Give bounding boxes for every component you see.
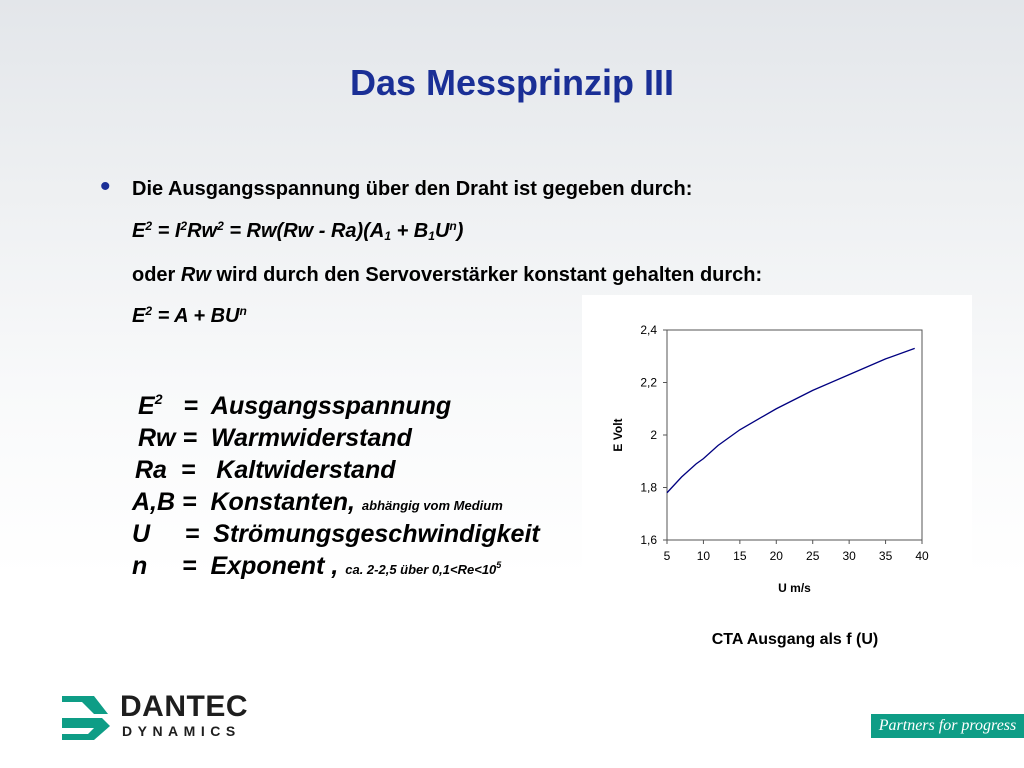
x-tick-label: 35 bbox=[879, 549, 893, 563]
x-tick-label: 25 bbox=[806, 549, 820, 563]
y-tick-label: 2 bbox=[650, 428, 657, 442]
definition-u: U = Strömungsgeschwindigkeit bbox=[132, 520, 540, 548]
y-tick-label: 2,4 bbox=[640, 323, 657, 337]
formula-full: E2 = I2Rw2 = Rw(Rw - Ra)(A1 + B1Un) bbox=[132, 219, 464, 243]
chart-caption: CTA Ausgang als f (U) bbox=[711, 631, 879, 648]
tagline-text: Partners for progress bbox=[878, 717, 1017, 734]
y-axis-label: E Volt bbox=[611, 418, 625, 451]
y-tick-label: 1,8 bbox=[640, 481, 657, 495]
x-tick-label: 10 bbox=[697, 549, 711, 563]
bullet-line-intro: Die Ausgangsspannung über den Draht ist … bbox=[132, 178, 693, 200]
chart-panel: 1,6 1,8 2 2,2 2,4 5 10 15 20 25 30 35 40 U m/s E Volt bbox=[582, 295, 972, 613]
definitions-list: E2 = Ausgangsspannung Rw = Warmwiderstan… bbox=[130, 392, 582, 592]
definition-ra: Ra = Kaltwiderstand bbox=[135, 456, 396, 484]
plot-area-frame bbox=[666, 329, 923, 541]
logo-wordmark-dantec: DANTEC bbox=[120, 690, 248, 723]
x-tick-label: 40 bbox=[915, 549, 929, 563]
definition-ab: A,B = Konstanten, abhängig vom Medium bbox=[132, 488, 503, 516]
definition-n: n = Exponent , ca. 2-2,5 über 0,1<Re<105 bbox=[132, 552, 502, 580]
bullet-icon: • bbox=[100, 170, 111, 203]
slide-title: Das Messprinzip III bbox=[349, 62, 675, 103]
x-axis-label: U m/s bbox=[778, 581, 811, 595]
x-tick-label: 15 bbox=[733, 549, 747, 563]
tagline-banner: Partners for progress bbox=[871, 714, 1024, 738]
logo-wordmark-dynamics: DYNAMICS bbox=[122, 723, 241, 739]
voltage-velocity-chart: 1,6 1,8 2 2,2 2,4 5 10 15 20 25 30 35 40 U m/s E Volt bbox=[611, 323, 929, 595]
definition-e2: E2 = Ausgangsspannung bbox=[138, 392, 452, 420]
dantec-logo-mark bbox=[62, 696, 110, 740]
x-tick-label: 20 bbox=[770, 549, 784, 563]
x-tick-label: 30 bbox=[842, 549, 856, 563]
series-line bbox=[666, 347, 915, 494]
x-tick-label: 5 bbox=[664, 549, 671, 563]
definition-rw: Rw = Warmwiderstand bbox=[138, 424, 412, 452]
formula-simplified: E2 = A + BUn bbox=[132, 304, 247, 327]
dantec-logo-icon bbox=[62, 696, 110, 740]
y-tick-label: 1,6 bbox=[640, 533, 657, 547]
bullet-line-servo: oder Rw wird durch den Servoverstärker k… bbox=[132, 264, 763, 286]
y-tick-label: 2,2 bbox=[640, 376, 657, 390]
